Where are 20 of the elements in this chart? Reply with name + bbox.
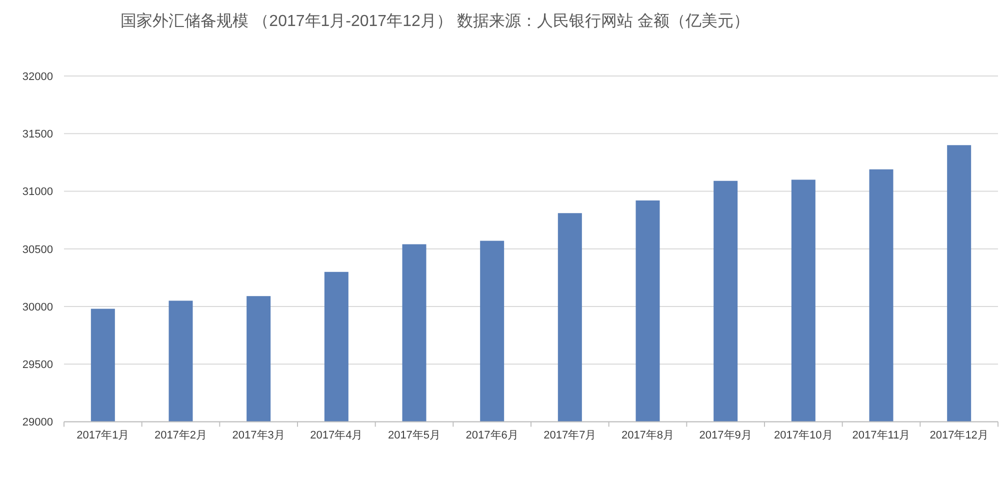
x-tick-label: 2017年7月 bbox=[544, 430, 596, 442]
y-tick-label: 30000 bbox=[22, 301, 53, 314]
y-tick-label: 32000 bbox=[22, 71, 53, 83]
x-tick-label: 2017年11月 bbox=[852, 430, 910, 442]
x-tick-label: 2017年10月 bbox=[774, 430, 833, 442]
y-tick-label: 31000 bbox=[22, 186, 53, 198]
x-tick-label: 2017年9月 bbox=[699, 430, 752, 442]
x-tick-label: 2017年1月 bbox=[76, 430, 130, 442]
x-tick-label: 2017年6月 bbox=[466, 430, 518, 442]
x-tick-label: 2017年2月 bbox=[154, 430, 208, 442]
y-tick-label: 31500 bbox=[22, 128, 53, 141]
y-tick-label: 29000 bbox=[22, 416, 53, 429]
x-tick-label: 2017年5月 bbox=[388, 430, 441, 442]
x-tick-label: 2017年12月 bbox=[930, 430, 988, 442]
x-tick-label: 2017年8月 bbox=[621, 430, 674, 442]
y-tick-label: 29500 bbox=[22, 359, 53, 372]
title: 国家外汇储备规模 （2017年1月-2017年12月） 数据来源：人民银行网站 金额（亿美元） bbox=[120, 13, 750, 30]
y-tick-label: 30500 bbox=[22, 244, 53, 256]
x-tick-label: 2017年4月 bbox=[310, 430, 363, 442]
x-tick-label: 2017年3月 bbox=[232, 430, 285, 442]
